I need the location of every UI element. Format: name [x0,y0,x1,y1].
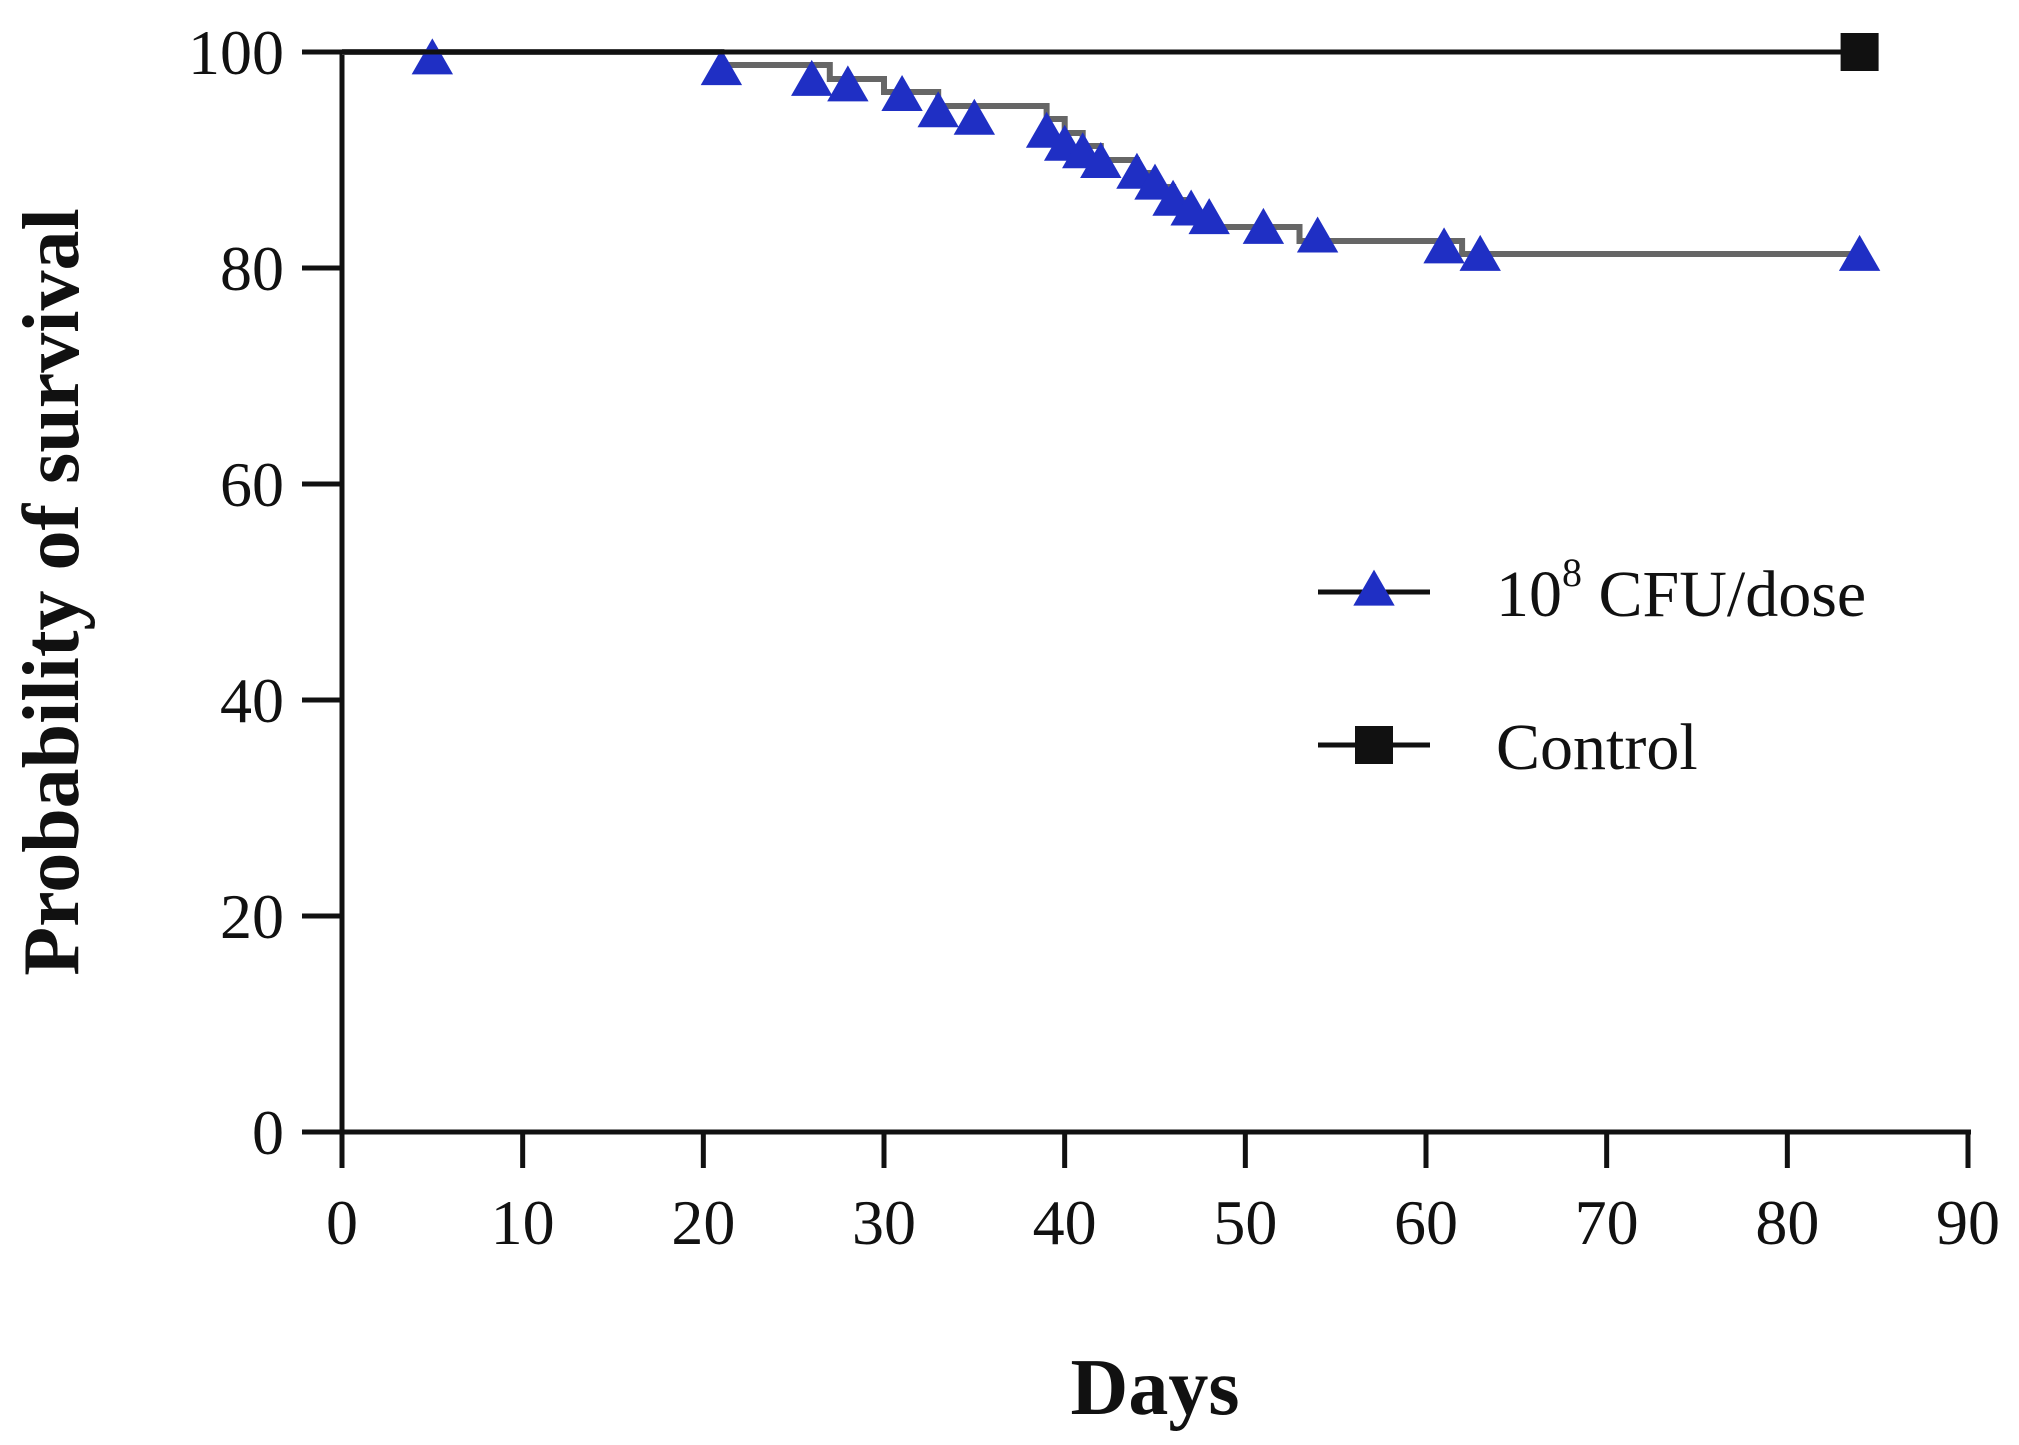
plot-area [342,33,1881,271]
data-point-treatment [1134,163,1176,200]
y-tick-label: 60 [220,449,284,520]
y-tick-label: 80 [220,233,284,304]
x-axis-title: Days [1071,1344,1240,1432]
data-point-treatment [953,98,996,135]
legend-item-treatment: 108 CFU/dose [1318,550,1866,631]
legend-marker-treatment [1353,569,1395,606]
axes: 0 10 20 30 40 50 60 70 80 90 0 20 40 60 80 100 [188,17,2000,1258]
data-point-treatment [827,65,869,102]
legend-label-base: 10 [1496,558,1562,631]
data-point-treatment [1188,198,1230,235]
data-point-treatment [411,38,454,75]
data-point-treatment [1242,207,1285,244]
data-point-treatment [791,59,833,96]
data-point-treatment [917,91,959,128]
data-point-treatment [1838,234,1881,271]
x-tick-label: 90 [1936,1187,2000,1258]
y-tick-label: 100 [188,17,284,88]
data-point-treatment [1080,142,1122,178]
x-tick-label: 70 [1575,1187,1639,1258]
data-point-treatment [881,75,923,112]
x-tick-label: 30 [852,1187,916,1258]
legend-label-treatment: 108 CFU/dose [1496,550,1866,631]
y-tick-label: 0 [252,1097,284,1168]
legend-label-rest: CFU/dose [1582,558,1866,631]
data-point-treatment [1423,227,1465,264]
legend: 108 CFU/dose Control [1318,550,1866,784]
x-tick-label: 60 [1394,1187,1458,1258]
axis-labels: Days Probability of survival [8,208,1239,1432]
data-point-treatment [1459,234,1501,271]
x-tick-label: 10 [491,1187,555,1258]
legend-marker-control [1355,726,1393,764]
legend-label-control: Control [1496,711,1698,784]
y-tick-label: 20 [220,881,284,952]
x-tick-label: 40 [1033,1187,1097,1258]
y-tick-label: 40 [220,665,284,736]
x-tick-label: 80 [1755,1187,1819,1258]
legend-item-control: Control [1318,711,1698,784]
x-tick-label: 50 [1213,1187,1277,1258]
data-point-treatment [1296,216,1339,253]
data-point-control [1840,33,1879,71]
x-tick-label: 20 [671,1187,735,1258]
legend-label-superscript: 8 [1562,550,1582,595]
x-tick-label: 0 [326,1187,358,1258]
data-point-treatment [700,49,743,86]
series-control [342,33,1879,71]
y-axis-title: Probability of survival [8,208,96,975]
series-treatment [342,38,1881,271]
